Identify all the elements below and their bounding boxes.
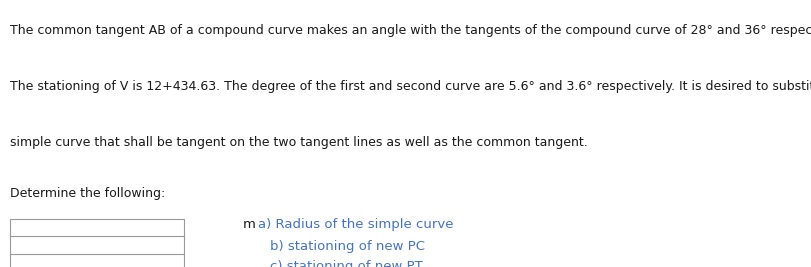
Text: simple curve that shall be tangent on the two tangent lines as well as the commo: simple curve that shall be tangent on th… [10,136,587,149]
Text: Determine the following:: Determine the following: [10,187,165,200]
Text: c) stationing of new PT: c) stationing of new PT [270,260,423,267]
Text: a) Radius of the simple curve: a) Radius of the simple curve [258,218,453,231]
FancyBboxPatch shape [10,236,184,256]
Text: The common tangent AB of a compound curve makes an angle with the tangents of th: The common tangent AB of a compound curv… [10,24,811,37]
FancyBboxPatch shape [10,219,184,239]
Text: b) stationing of new PC: b) stationing of new PC [270,240,425,253]
Text: m: m [242,218,255,231]
FancyBboxPatch shape [10,254,184,267]
Text: The stationing of V is 12+434.63. The degree of the first and second curve are 5: The stationing of V is 12+434.63. The de… [10,80,811,93]
